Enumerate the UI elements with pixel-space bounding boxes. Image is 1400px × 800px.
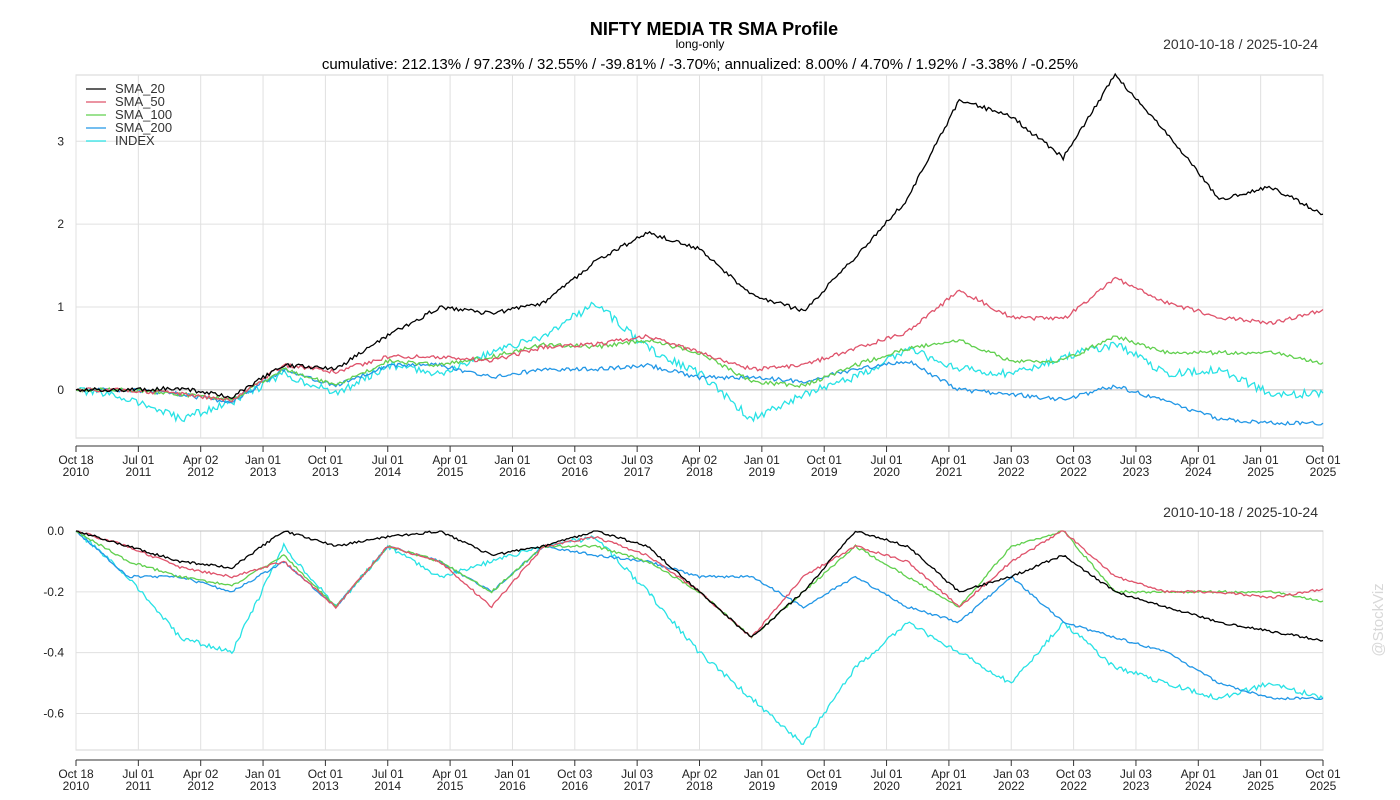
x-tick-label: Jan 03 2022: [993, 767, 1029, 793]
y-tick-label: 2: [57, 217, 64, 231]
y-tick-label: 3: [57, 134, 64, 148]
stats-line: cumulative: 212.13% / 97.23% / 32.55% / …: [322, 56, 1078, 73]
x-tick-label: Jul 01 2014: [372, 453, 404, 479]
y-tick-label: -0.4: [43, 646, 64, 660]
x-tick-label: Jul 01 2011: [122, 453, 154, 479]
x-tick-label: Oct 03 2022: [1056, 767, 1092, 793]
series-line-sma-100: [75, 335, 1324, 401]
x-tick-label: Jan 01 2016: [494, 767, 530, 793]
x-tick-label: Apr 02 2012: [183, 767, 219, 793]
x-tick-label: Apr 01 2021: [931, 767, 967, 793]
y-tick-label: -0.2: [43, 585, 64, 599]
x-tick-label: Jul 01 2020: [871, 453, 903, 479]
y-tick-label: 0.0: [47, 524, 64, 538]
x-tick-label: Jul 03 2023: [1120, 453, 1152, 479]
x-tick-label: Jul 03 2023: [1120, 767, 1152, 793]
chart-subtitle: long-only: [676, 37, 725, 51]
x-tick-label: Jul 01 2011: [122, 767, 154, 793]
x-tick-label: Oct 03 2022: [1056, 453, 1092, 479]
series-line-sma-200: [75, 530, 1324, 701]
x-tick-label: Oct 03 2016: [557, 767, 593, 793]
x-tick-label: Oct 18 2010: [58, 453, 94, 479]
x-tick-label: Oct 03 2016: [557, 453, 593, 479]
x-tick-label: Apr 02 2012: [183, 453, 219, 479]
x-tick-label: Apr 02 2018: [682, 453, 718, 479]
series-line-index: [75, 530, 1324, 745]
legend-label: SMA_100: [115, 107, 172, 122]
series-line-sma-20: [75, 72, 1324, 400]
chart-title: NIFTY MEDIA TR SMA Profile: [590, 19, 838, 39]
watermark: @StockViz: [1370, 583, 1387, 656]
drawdown-plot: Oct 18 2010 Jul 01 2011 Apr 02 2012 Jan 01 2013…: [43, 524, 1341, 793]
series-line-sma-50: [75, 276, 1324, 403]
x-tick-label: Oct 01 2025: [1305, 453, 1341, 479]
x-tick-label: Apr 01 2015: [432, 453, 468, 479]
x-tick-label: Jan 03 2022: [993, 453, 1029, 479]
legend-label: SMA_20: [115, 81, 165, 96]
date-range-bottom: 2010-10-18 / 2025-10-24: [1163, 504, 1318, 520]
x-tick-label: Oct 18 2010: [58, 767, 94, 793]
x-tick-label: Apr 01 2024: [1181, 453, 1217, 479]
y-tick-label: 0: [57, 383, 64, 397]
x-tick-label: Apr 01 2021: [931, 453, 967, 479]
x-tick-label: Apr 01 2015: [432, 767, 468, 793]
x-tick-label: Jan 01 2025: [1243, 767, 1279, 793]
series-line-sma-20: [75, 530, 1324, 642]
x-tick-label: Jan 01 2019: [744, 453, 780, 479]
date-range-top: 2010-10-18 / 2025-10-24: [1163, 36, 1318, 52]
x-tick-label: Jan 01 2013: [245, 453, 281, 479]
series-line-index: [75, 301, 1324, 423]
x-tick-label: Apr 02 2018: [682, 767, 718, 793]
x-tick-label: Jan 01 2019: [744, 767, 780, 793]
x-tick-label: Jul 01 2014: [372, 767, 404, 793]
x-tick-label: Jul 03 2017: [621, 453, 653, 479]
legend-label: SMA_50: [115, 94, 165, 109]
series-line-sma-200: [76, 360, 1324, 426]
legend-label: SMA_200: [115, 120, 172, 135]
x-tick-label: Jul 03 2017: [621, 767, 653, 793]
x-tick-label: Oct 01 2019: [807, 767, 843, 793]
x-tick-label: Oct 01 2013: [308, 767, 344, 793]
x-tick-label: Oct 01 2013: [308, 453, 344, 479]
y-tick-label: 1: [57, 300, 64, 314]
x-tick-label: Jan 01 2013: [245, 767, 281, 793]
x-tick-label: Oct 01 2019: [807, 453, 843, 479]
x-tick-label: Jul 01 2020: [871, 767, 903, 793]
legend-label: INDEX: [115, 133, 155, 148]
x-tick-label: Jan 01 2016: [494, 453, 530, 479]
cumulative-plot: Oct 18 2010 Jul 01 2011 Apr 02 2012 Jan 01 2013…: [57, 72, 1341, 479]
x-tick-label: Jan 01 2025: [1243, 453, 1279, 479]
x-tick-label: Oct 01 2025: [1305, 767, 1341, 793]
x-tick-label: Apr 01 2024: [1181, 767, 1217, 793]
y-tick-label: -0.6: [43, 707, 64, 721]
